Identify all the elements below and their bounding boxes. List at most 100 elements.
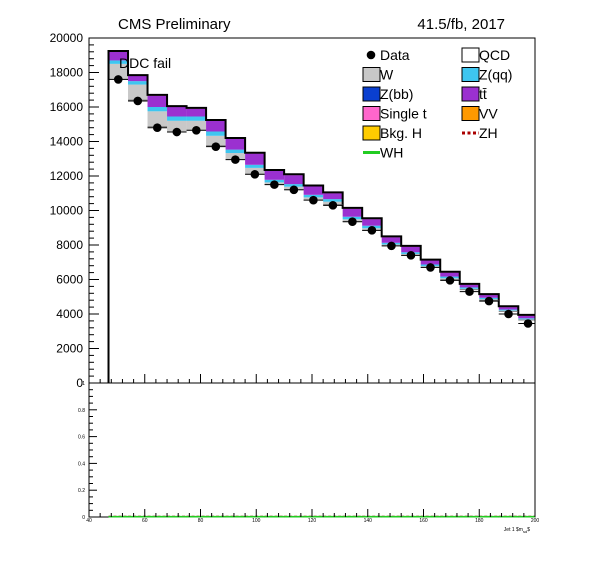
bar-qcd-1 xyxy=(128,100,148,383)
bar-tt-11 xyxy=(323,193,343,199)
main-y-axis: 0200040006000800010000120001400016000180… xyxy=(50,31,99,390)
bar-qcd-21 xyxy=(518,320,535,383)
ratio-x-tick-label-8: 200 xyxy=(531,518,540,524)
legend-swatch-single-t xyxy=(363,107,380,121)
ratio-x-tick-label-7: 180 xyxy=(475,518,484,524)
bar-tt-3 xyxy=(167,107,187,116)
main-histogram-panel: 0200040006000800010000120001400016000180… xyxy=(50,31,535,390)
legend-label-single-t: Single t xyxy=(380,106,427,122)
data-point-10 xyxy=(309,196,318,205)
legend-label-z-qq: Z(qq) xyxy=(479,67,512,83)
legend-swatch-z-qq xyxy=(462,68,479,82)
y-tick-label-2: 4000 xyxy=(56,307,83,321)
bar-tt-20 xyxy=(499,307,519,309)
data-point-0 xyxy=(114,75,123,84)
data-point-8 xyxy=(270,180,279,189)
data-point-16 xyxy=(426,263,435,272)
bar-qcd-13 xyxy=(362,230,382,383)
ratio-y-tick-label-5: 1 xyxy=(82,381,85,387)
y-tick-label-9: 18000 xyxy=(50,66,84,80)
bar-tt-2 xyxy=(148,96,168,107)
y-tick-label-7: 14000 xyxy=(50,135,84,149)
data-point-6 xyxy=(231,155,240,164)
bar-z-qq-3 xyxy=(167,116,187,120)
bar-qcd-9 xyxy=(284,190,304,383)
bar-z-qq-6 xyxy=(226,150,246,153)
bar-qcd-17 xyxy=(440,280,460,384)
legend-swatch-z-bb xyxy=(363,87,380,101)
legend-swatch-bkg-h xyxy=(363,126,380,140)
bar-tt-18 xyxy=(460,285,480,288)
ratio-x-tick-label-2: 80 xyxy=(198,518,204,524)
bar-qcd-5 xyxy=(206,146,226,383)
legend-label-w: W xyxy=(380,67,394,83)
bar-tt-4 xyxy=(187,109,207,117)
bar-z-qq-4 xyxy=(187,116,207,120)
data-point-4 xyxy=(192,126,201,135)
ratio-plot-frame xyxy=(89,383,535,517)
ratio-x-tick-label-1: 60 xyxy=(142,518,148,524)
bar-tt-10 xyxy=(304,186,324,194)
bar-qcd-4 xyxy=(187,130,207,383)
bar-tt-9 xyxy=(284,175,304,184)
legend-label-wh: WH xyxy=(380,145,403,161)
legend-label-vv: VV xyxy=(479,106,498,122)
bar-qcd-12 xyxy=(343,222,363,383)
bar-tt-8 xyxy=(265,171,285,180)
legend: Data QCD W Z(qq) Z(bb) tt̄ Single t VV Bkg. H ZH W… xyxy=(363,47,512,161)
data-point-17 xyxy=(446,276,455,285)
y-tick-label-3: 6000 xyxy=(56,273,83,287)
bar-qcd-15 xyxy=(401,255,421,383)
bar-z-qq-21 xyxy=(518,318,535,319)
bar-qcd-19 xyxy=(479,300,499,383)
bar-qcd-3 xyxy=(167,132,187,383)
data-point-12 xyxy=(348,217,357,226)
region-label: DDC fail xyxy=(119,55,171,71)
y-tick-label-1: 2000 xyxy=(56,342,83,356)
bar-qcd-6 xyxy=(226,160,246,383)
legend-label-qcd: QCD xyxy=(479,47,510,63)
y-tick-label-10: 20000 xyxy=(50,31,84,45)
cms-preliminary-label: CMS Preliminary xyxy=(118,16,231,33)
data-point-2 xyxy=(153,123,162,132)
bar-tt-7 xyxy=(245,154,265,165)
x-axis-title: Jet 1 $msd$ xyxy=(504,527,530,534)
bar-qcd-8 xyxy=(265,185,285,383)
data-point-15 xyxy=(407,251,416,260)
x-axis-title-text: Jet 1 $msd$ xyxy=(504,527,530,534)
bar-z-qq-5 xyxy=(206,131,226,135)
ratio-y-tick-label-1: 0.2 xyxy=(78,488,85,494)
bar-z-qq-2 xyxy=(148,107,168,111)
data-point-1 xyxy=(133,97,142,106)
y-tick-label-8: 16000 xyxy=(50,100,84,114)
data-point-11 xyxy=(329,201,338,210)
legend-label-zh: ZH xyxy=(479,125,498,141)
ratio-y-axis: 00.20.40.60.81 xyxy=(78,381,97,521)
bar-tt-21 xyxy=(518,316,535,319)
data-point-19 xyxy=(485,297,494,306)
legend-label-z-bb: Z(bb) xyxy=(380,86,413,102)
ratio-x-tick-label-3: 100 xyxy=(252,518,261,524)
data-point-14 xyxy=(387,242,396,251)
data-point-3 xyxy=(173,128,182,137)
bar-qcd-11 xyxy=(323,204,343,383)
legend-label-bkg-h: Bkg. H xyxy=(380,125,422,141)
legend-marker-data xyxy=(367,51,376,60)
bar-tt-5 xyxy=(206,121,226,132)
data-point-18 xyxy=(465,287,474,296)
ratio-y-tick-label-4: 0.8 xyxy=(78,408,85,414)
legend-label-tt: tt̄ xyxy=(479,86,487,102)
data-point-21 xyxy=(524,319,533,328)
bar-z-qq-7 xyxy=(245,165,265,168)
data-point-13 xyxy=(368,226,377,235)
legend-swatch-qcd xyxy=(462,48,479,62)
bar-tt-1 xyxy=(128,76,148,81)
bar-qcd-2 xyxy=(148,127,168,383)
legend-swatch-vv xyxy=(462,107,479,121)
data-point-7 xyxy=(251,170,260,179)
bar-tt-6 xyxy=(226,139,246,150)
legend-label-data: Data xyxy=(380,47,410,63)
y-tick-label-5: 10000 xyxy=(50,204,84,218)
ratio-y-tick-label-3: 0.6 xyxy=(78,435,85,441)
